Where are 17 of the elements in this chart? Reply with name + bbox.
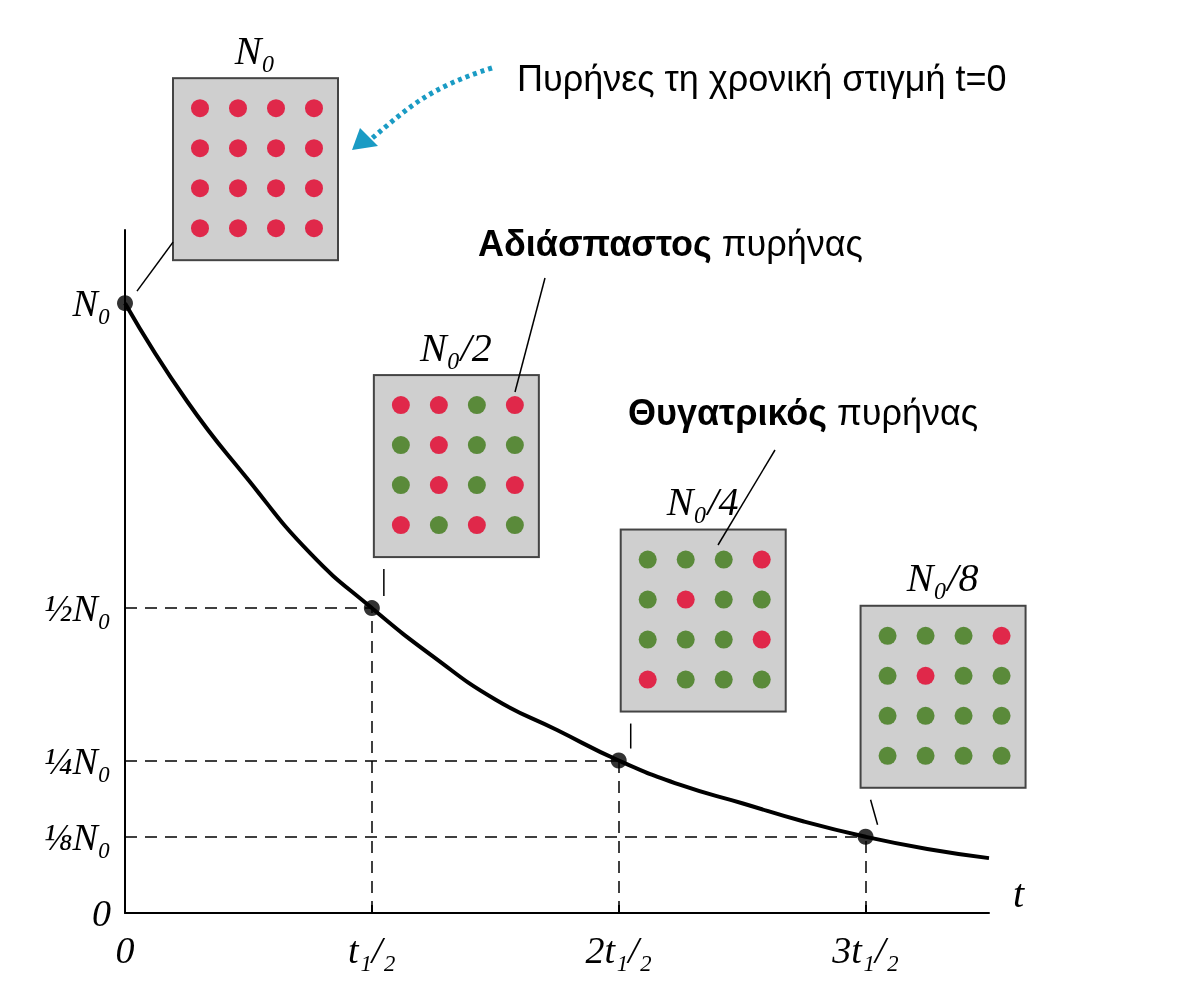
annotation: Θυγατρικός πυρήνας [628, 391, 979, 433]
annotation: N₀/2 [419, 324, 492, 370]
text: N₀ [233, 27, 276, 73]
text: Αδιάσπαστος πυρήνας [478, 222, 863, 264]
text: N₀ [71, 282, 111, 325]
annotation: N₀/4 [665, 479, 739, 525]
x-tick-label: t₁/₂ [348, 929, 396, 971]
text: ½N₀ [43, 587, 111, 630]
x-tick-label: 2t₁/₂ [585, 929, 652, 971]
text: ¼N₀ [43, 739, 111, 782]
text: 0 [92, 892, 111, 934]
text: Πυρήνες τη χρονική στιγμή t=0 [517, 57, 1007, 99]
text: ⅛N₀ [43, 815, 111, 858]
x-tick-label: 0 [115, 929, 135, 971]
x-axis-title: t [1013, 870, 1025, 916]
x-tick-label: 3t₁/₂ [831, 929, 899, 971]
annotation: N₀/8 [905, 555, 979, 601]
